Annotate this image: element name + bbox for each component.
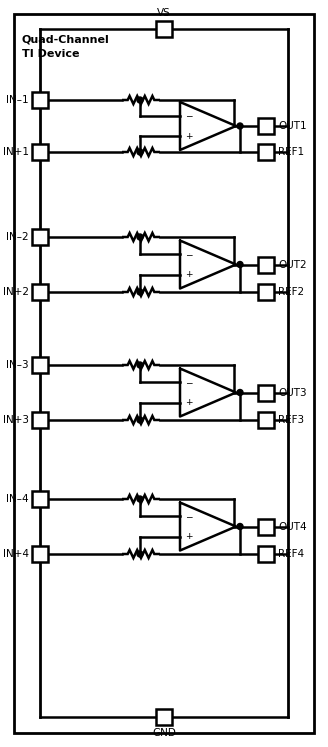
- Bar: [32, 144, 48, 160]
- Bar: [32, 284, 48, 300]
- Bar: [156, 709, 172, 725]
- Bar: [32, 412, 48, 428]
- Bar: [32, 491, 48, 507]
- Text: IN+3: IN+3: [3, 415, 29, 425]
- Text: −: −: [185, 111, 193, 120]
- Text: VS: VS: [157, 8, 171, 18]
- Circle shape: [237, 389, 243, 395]
- Text: IN–1: IN–1: [6, 95, 29, 105]
- Text: IN+4: IN+4: [3, 549, 29, 559]
- Circle shape: [237, 261, 243, 267]
- Bar: [32, 229, 48, 245]
- Circle shape: [137, 149, 143, 155]
- Bar: [258, 144, 274, 160]
- Text: IN–4: IN–4: [6, 494, 29, 504]
- Bar: [258, 518, 274, 535]
- Text: −: −: [185, 250, 193, 259]
- Bar: [258, 284, 274, 300]
- Text: IN–2: IN–2: [6, 232, 29, 242]
- Circle shape: [237, 123, 243, 129]
- Circle shape: [137, 289, 143, 295]
- Bar: [32, 92, 48, 108]
- Text: OUT4: OUT4: [278, 521, 307, 532]
- Text: +: +: [185, 131, 193, 140]
- Text: IN–3: IN–3: [6, 360, 29, 370]
- Circle shape: [137, 234, 143, 240]
- Text: REF2: REF2: [278, 287, 304, 297]
- Text: IN+2: IN+2: [3, 287, 29, 297]
- Text: IN+1: IN+1: [3, 147, 29, 157]
- Text: REF3: REF3: [278, 415, 304, 425]
- Text: GND: GND: [152, 728, 176, 738]
- Bar: [258, 118, 274, 134]
- Text: TI Device: TI Device: [22, 49, 79, 59]
- Circle shape: [237, 524, 243, 530]
- Text: OUT2: OUT2: [278, 259, 307, 270]
- Text: +: +: [185, 532, 193, 541]
- Circle shape: [137, 551, 143, 557]
- Text: REF4: REF4: [278, 549, 304, 559]
- Bar: [32, 546, 48, 562]
- Circle shape: [137, 417, 143, 423]
- Bar: [32, 357, 48, 373]
- Text: OUT3: OUT3: [278, 388, 307, 397]
- Text: −: −: [185, 378, 193, 387]
- Text: REF1: REF1: [278, 147, 304, 157]
- Circle shape: [137, 97, 143, 103]
- Text: Quad-Channel: Quad-Channel: [22, 34, 110, 44]
- Bar: [258, 546, 274, 562]
- Text: OUT1: OUT1: [278, 121, 307, 131]
- Bar: [258, 256, 274, 273]
- Bar: [156, 21, 172, 37]
- Text: −: −: [185, 512, 193, 521]
- Circle shape: [137, 496, 143, 502]
- Text: +: +: [185, 270, 193, 279]
- Bar: [258, 385, 274, 400]
- Text: +: +: [185, 398, 193, 407]
- Bar: [258, 412, 274, 428]
- Circle shape: [137, 362, 143, 368]
